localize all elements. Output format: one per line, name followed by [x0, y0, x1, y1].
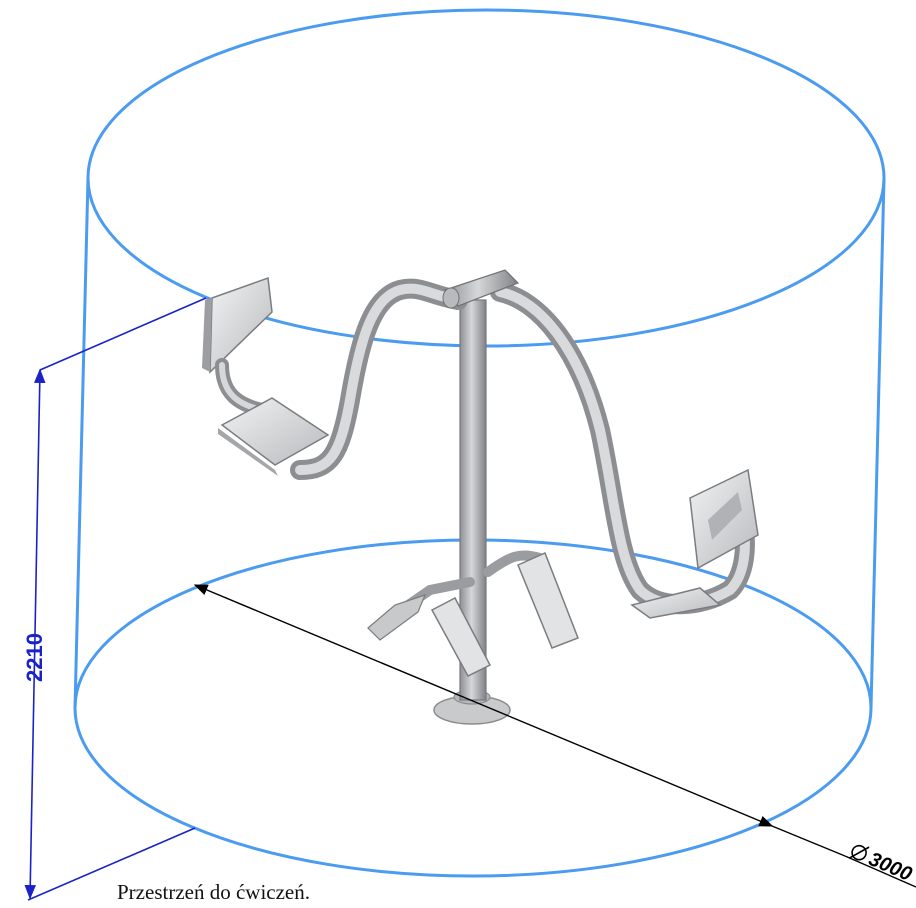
diameter-label: 3000 [865, 848, 915, 886]
height-extension-top [39, 297, 207, 371]
diameter-leader [771, 825, 846, 857]
diameter-dimension-line [193, 584, 774, 827]
diameter-dimension [193, 584, 916, 888]
left-arm-tube [290, 278, 468, 480]
left-backrest [209, 276, 273, 374]
height-dimension-line [24, 368, 46, 900]
height-dimension [24, 297, 207, 901]
left-seat [220, 397, 330, 466]
height-label: 2210 [22, 633, 47, 682]
left-lever-pedal [367, 594, 427, 641]
cylinder-right-edge [869, 177, 886, 709]
diameter-label-group: 3000 [848, 844, 915, 886]
right-footplate [517, 551, 579, 649]
cylinder-left-edge [73, 177, 90, 709]
exercise-equipment [202, 269, 759, 725]
figure-caption: Przestrzeń do ćwiczeń. [117, 880, 310, 904]
cylinder-bottom-front-arc [73, 707, 873, 878]
diameter-symbol [848, 844, 870, 861]
height-extension-bottom [27, 827, 196, 901]
diameter-shelf [844, 855, 916, 888]
